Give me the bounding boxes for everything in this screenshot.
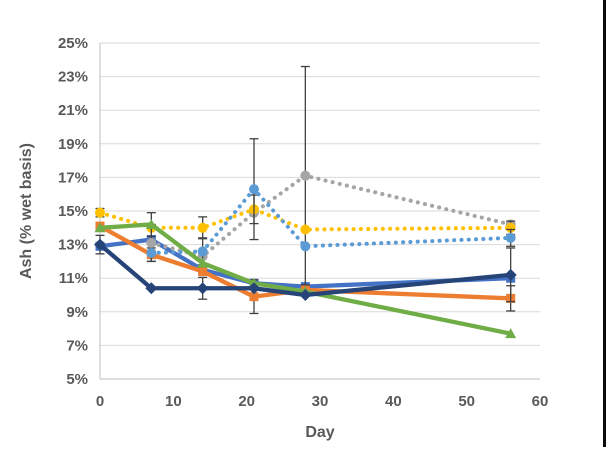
y-tick-label: 17% [58,169,88,186]
gray-dotted-marker [300,170,311,181]
light-blue-dotted-line [149,187,513,255]
y-tick-label: 7% [66,337,88,354]
royal-blue-solid-line [97,237,513,289]
y-axis-title: Ash (% wet basis) [18,142,35,280]
y-tick-label: 9% [66,304,88,321]
yellow-dotted-marker [300,224,311,235]
x-tick-label: 20 [238,393,255,410]
x-tick-label: 60 [532,393,549,410]
navy-solid-marker [504,268,517,281]
y-tick-label: 23% [58,69,88,86]
navy-solid-marker [94,238,106,251]
page-border-line [603,0,606,447]
light-blue-dotted-marker [300,241,311,252]
y-tick-label: 11% [59,270,88,287]
orange-solid-marker [249,292,259,302]
light-blue-dotted-marker [249,184,259,195]
yellow-dotted-marker [197,222,208,233]
green-solid-line [97,222,513,336]
navy-solid-marker [145,282,158,295]
yellow-dotted-marker [505,222,516,233]
navy-solid-line [97,242,513,298]
light-blue-dotted-marker [146,248,157,258]
y-tick-label: 21% [58,102,88,119]
yellow-dotted-marker [95,207,105,218]
y-tick-label: 25% [58,35,88,52]
orange-solid-marker [198,266,208,276]
light-blue-dotted-marker [197,246,208,257]
light-blue-dotted-marker [505,232,516,243]
navy-solid-marker [248,282,260,295]
x-tick-label: 40 [385,393,402,410]
y-tick-label: 15% [58,203,88,220]
y-tick-label: 5% [66,371,88,388]
x-axis-title: Day [305,424,335,441]
x-tick-label: 30 [312,393,329,410]
y-tick-label: 13% [58,237,88,254]
green-solid-marker [145,218,157,229]
x-tick-label: 0 [96,393,104,410]
x-tick-label: 10 [165,393,182,410]
green-solid-marker [505,328,517,339]
gray-dotted-marker [146,237,157,248]
navy-solid-marker [299,289,312,301]
x-tick-label: 50 [458,393,475,410]
green-solid-marker [197,257,209,268]
y-tick-label: 19% [58,136,88,153]
green-solid-marker [94,222,106,233]
navy-solid-marker [196,282,209,295]
